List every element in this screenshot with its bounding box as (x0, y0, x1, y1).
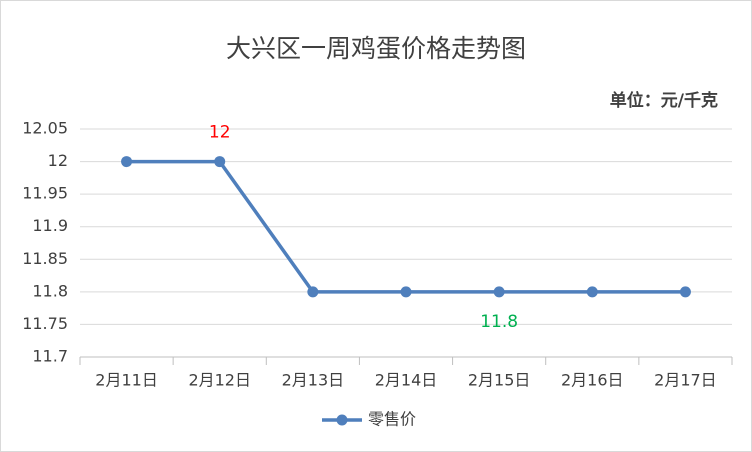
y-tick-label: 11.95 (22, 184, 68, 203)
point (586, 286, 598, 298)
y-tick-label: 12.05 (22, 119, 68, 138)
chart-title: 大兴区一周鸡蛋价格走势图 (226, 34, 526, 63)
point (214, 156, 226, 168)
y-tick-label: 11.9 (32, 216, 68, 235)
x-tick-label: 2月12日 (188, 371, 251, 390)
y-tick-label: 12 (48, 151, 68, 170)
y-tick-label: 11.85 (22, 249, 68, 268)
y-tick-label: 11.75 (22, 314, 68, 333)
x-tick-label: 2月13日 (282, 371, 345, 390)
x-tick-label: 2月11日 (95, 371, 158, 390)
point (307, 286, 319, 298)
unit-note: 单位：元/千克 (610, 90, 718, 111)
x-tick-label: 2月14日 (375, 371, 438, 390)
y-tick-label: 11.7 (32, 347, 68, 366)
point (493, 286, 505, 298)
point (400, 286, 412, 298)
x-tick-label: 2月17日 (654, 371, 717, 390)
data-label: 12 (209, 123, 231, 143)
legend-label: 零售价 (368, 410, 416, 429)
point (121, 156, 133, 168)
x-tick-label: 2月15日 (468, 371, 531, 390)
x-tick-label: 2月16日 (561, 371, 624, 390)
point (679, 286, 691, 298)
legend-marker (336, 414, 348, 426)
data-label: 11.8 (480, 312, 518, 332)
y-tick-label: 11.8 (32, 281, 68, 300)
